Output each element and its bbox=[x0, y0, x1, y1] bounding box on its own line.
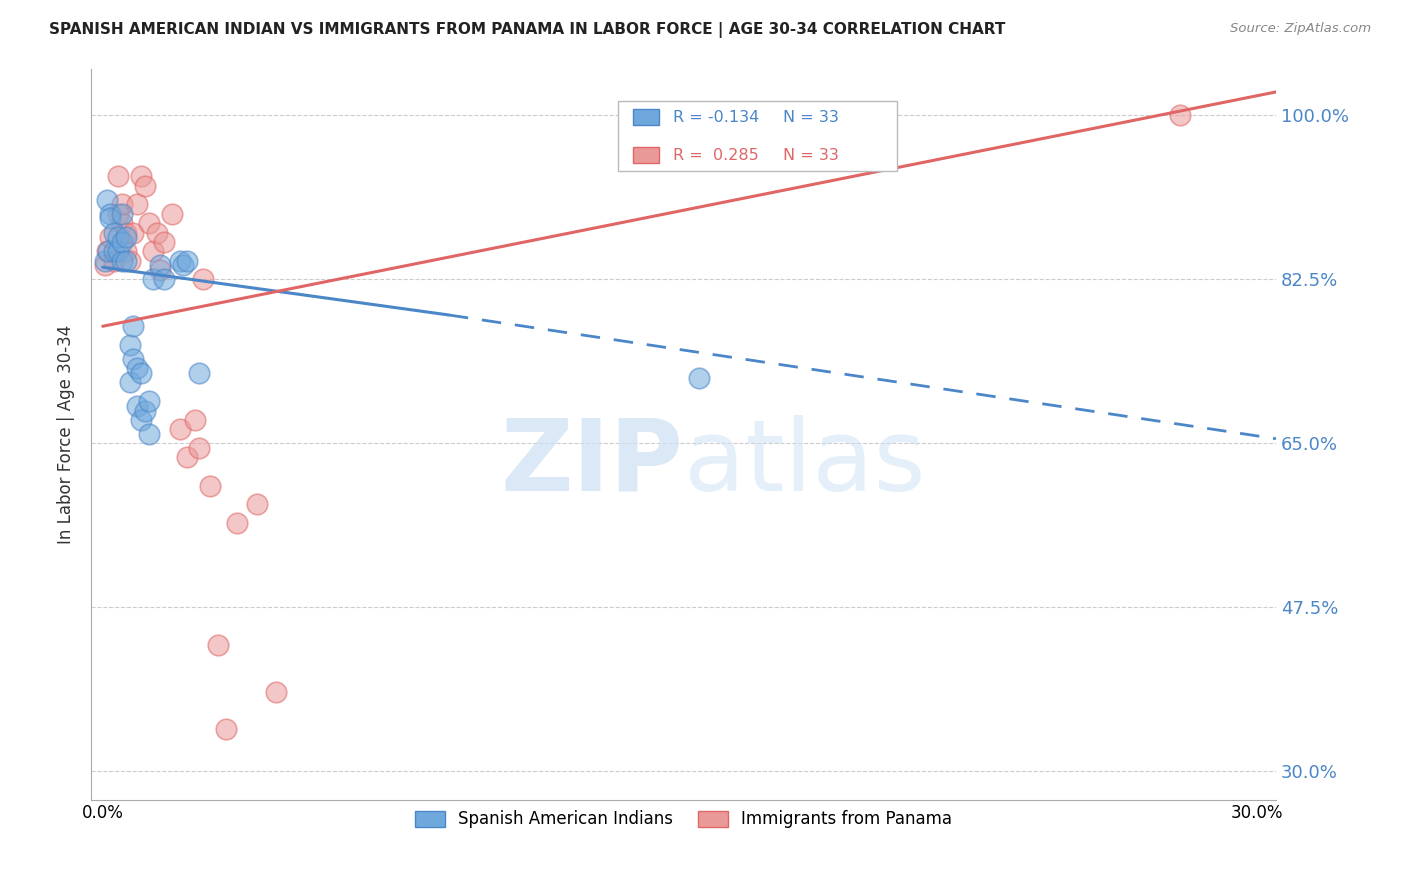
FancyBboxPatch shape bbox=[633, 147, 658, 163]
Text: ZIP: ZIP bbox=[501, 415, 683, 512]
Point bbox=[142, 272, 165, 286]
Point bbox=[134, 178, 156, 193]
Point bbox=[118, 253, 141, 268]
FancyBboxPatch shape bbox=[619, 102, 897, 171]
Point bbox=[191, 272, 214, 286]
Point bbox=[176, 450, 198, 465]
Point bbox=[187, 366, 209, 380]
Point bbox=[226, 516, 249, 530]
Legend: Spanish American Indians, Immigrants from Panama: Spanish American Indians, Immigrants fro… bbox=[408, 804, 959, 835]
Point bbox=[1168, 108, 1191, 122]
Point bbox=[100, 207, 122, 221]
Point bbox=[114, 226, 136, 240]
Point bbox=[96, 244, 118, 259]
Point bbox=[107, 207, 129, 221]
Y-axis label: In Labor Force | Age 30-34: In Labor Force | Age 30-34 bbox=[58, 325, 75, 543]
Point bbox=[103, 226, 125, 240]
FancyBboxPatch shape bbox=[633, 109, 658, 125]
Point bbox=[215, 723, 238, 737]
Point bbox=[114, 230, 136, 244]
Point bbox=[145, 226, 167, 240]
Point bbox=[245, 497, 267, 511]
Point bbox=[93, 253, 115, 268]
Point bbox=[107, 230, 129, 244]
Point bbox=[184, 413, 207, 427]
Point bbox=[111, 216, 134, 230]
Point bbox=[118, 338, 141, 352]
Point bbox=[134, 403, 156, 417]
Point bbox=[153, 272, 176, 286]
Point bbox=[169, 422, 191, 436]
Point bbox=[96, 193, 118, 207]
Point bbox=[122, 319, 145, 334]
Point bbox=[129, 169, 152, 184]
Point bbox=[122, 226, 145, 240]
Point bbox=[187, 441, 209, 455]
Text: R =  0.285: R = 0.285 bbox=[673, 148, 759, 162]
Point bbox=[100, 211, 122, 226]
Point bbox=[207, 638, 229, 652]
Point bbox=[103, 244, 125, 259]
Point bbox=[200, 478, 222, 492]
Point bbox=[127, 197, 149, 211]
Point bbox=[93, 258, 115, 272]
Point bbox=[111, 197, 134, 211]
Point bbox=[142, 244, 165, 259]
Point bbox=[100, 230, 122, 244]
Point bbox=[138, 394, 160, 409]
Point bbox=[149, 263, 172, 277]
Text: N = 33: N = 33 bbox=[783, 110, 839, 125]
Text: R = -0.134: R = -0.134 bbox=[673, 110, 759, 125]
Point bbox=[127, 361, 149, 376]
Point bbox=[103, 253, 125, 268]
Point bbox=[153, 235, 176, 249]
Text: SPANISH AMERICAN INDIAN VS IMMIGRANTS FROM PANAMA IN LABOR FORCE | AGE 30-34 COR: SPANISH AMERICAN INDIAN VS IMMIGRANTS FR… bbox=[49, 22, 1005, 38]
Point bbox=[138, 427, 160, 442]
Point bbox=[129, 413, 152, 427]
Text: N = 33: N = 33 bbox=[783, 148, 839, 162]
Point bbox=[118, 376, 141, 390]
Text: atlas: atlas bbox=[683, 415, 925, 512]
Point bbox=[172, 258, 194, 272]
Point bbox=[176, 253, 198, 268]
Point bbox=[149, 258, 172, 272]
Point bbox=[111, 253, 134, 268]
Point bbox=[160, 207, 183, 221]
Point bbox=[111, 207, 134, 221]
Point bbox=[107, 169, 129, 184]
Text: Source: ZipAtlas.com: Source: ZipAtlas.com bbox=[1230, 22, 1371, 36]
Point bbox=[127, 399, 149, 413]
Point bbox=[169, 253, 191, 268]
Point bbox=[114, 253, 136, 268]
Point bbox=[122, 352, 145, 367]
Point bbox=[114, 244, 136, 259]
Point bbox=[129, 366, 152, 380]
Point bbox=[111, 235, 134, 249]
Point bbox=[107, 244, 129, 259]
Point bbox=[97, 244, 120, 259]
Point bbox=[264, 685, 287, 699]
Point bbox=[138, 216, 160, 230]
Point bbox=[688, 371, 710, 385]
